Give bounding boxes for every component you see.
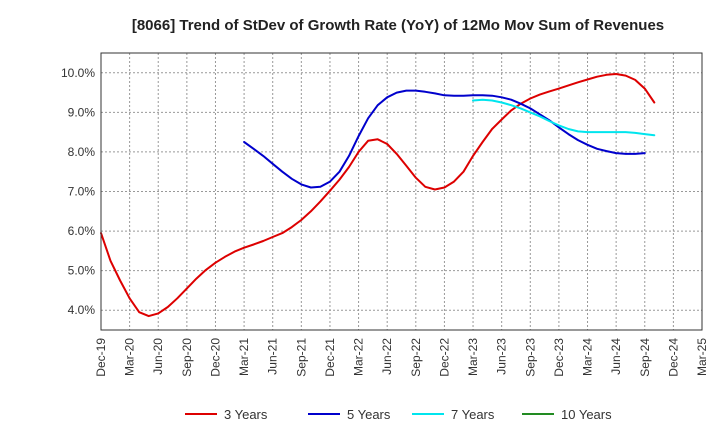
- legend-item: 7 Years: [412, 407, 495, 422]
- series-lines: [100, 73, 656, 318]
- plot-area: [100, 52, 703, 331]
- x-tick-label: Jun-22: [380, 338, 394, 375]
- series-line-7-years: [472, 98, 656, 137]
- x-tick-label: Mar-25: [695, 338, 709, 376]
- x-tick-label: Dec-23: [552, 338, 566, 377]
- legend-item: 3 Years: [185, 407, 268, 422]
- y-tick-label: 5.0%: [68, 264, 96, 278]
- x-tick-label: Sep-20: [180, 338, 194, 377]
- x-tick-label: Sep-21: [294, 338, 308, 377]
- y-tick-label: 7.0%: [68, 185, 96, 199]
- x-tick-label: Mar-21: [237, 338, 251, 376]
- x-tick-label: Jun-24: [609, 338, 623, 375]
- legend: 3 Years 5 Years 7 Years 10 Years: [185, 407, 612, 422]
- x-tick-label: Dec-19: [94, 338, 108, 377]
- legend-item: 5 Years: [308, 407, 391, 422]
- legend-label: 5 Years: [347, 407, 391, 422]
- y-axis: 4.0% 5.0% 6.0% 7.0% 8.0% 9.0% 10.0%: [61, 66, 95, 317]
- x-tick-label: Sep-22: [409, 338, 423, 377]
- y-tick-label: 8.0%: [68, 145, 96, 159]
- legend-label: 7 Years: [451, 407, 495, 422]
- legend-label: 10 Years: [561, 407, 612, 422]
- x-tick-label: Dec-22: [437, 338, 451, 377]
- chart-title: [8066] Trend of StDev of Growth Rate (Yo…: [132, 17, 664, 34]
- x-tick-label: Jun-21: [266, 338, 280, 375]
- x-tick-label: Sep-24: [638, 338, 652, 377]
- x-tick-label: Jun-20: [151, 338, 165, 375]
- y-tick-label: 6.0%: [68, 224, 96, 238]
- legend-label: 3 Years: [224, 407, 268, 422]
- grid: [101, 53, 702, 330]
- x-tick-label: Jun-23: [495, 338, 509, 375]
- x-tick-label: Dec-20: [208, 338, 222, 377]
- y-tick-label: 9.0%: [68, 105, 96, 119]
- x-tick-label: Mar-23: [466, 338, 480, 376]
- series-line-5-years: [243, 89, 646, 189]
- legend-item: 10 Years: [522, 407, 612, 422]
- x-tick-label: Mar-20: [123, 338, 137, 376]
- x-axis: Dec-19 Mar-20 Jun-20 Sep-20 Dec-20 Mar-21 Jun-…: [94, 338, 709, 377]
- series-line-3-years: [100, 73, 656, 318]
- x-tick-label: Sep-23: [523, 338, 537, 377]
- x-tick-label: Dec-21: [323, 338, 337, 377]
- x-tick-label: Dec-24: [666, 338, 680, 377]
- y-tick-label: 4.0%: [68, 303, 96, 317]
- x-tick-label: Mar-22: [352, 338, 366, 376]
- y-tick-label: 10.0%: [61, 66, 95, 80]
- x-tick-label: Mar-24: [581, 338, 595, 376]
- plot-frame: [100, 52, 703, 331]
